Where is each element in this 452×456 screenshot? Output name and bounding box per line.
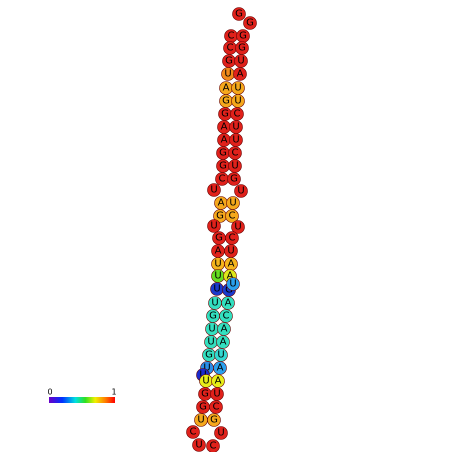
- nucleotide-label: U: [214, 259, 221, 270]
- nucleotide-label: A: [223, 83, 230, 94]
- nucleotide-label: U: [213, 389, 220, 400]
- nucleotide: [221, 296, 235, 310]
- nucleotide-label: A: [237, 69, 244, 80]
- nucleotide-label: A: [218, 198, 225, 209]
- nucleotide-label: G: [219, 161, 227, 172]
- nucleotide-label: C: [228, 31, 235, 42]
- legend-bar: [49, 397, 115, 403]
- nucleotide-label: A: [215, 246, 222, 257]
- nucleotide-label: U: [224, 69, 231, 80]
- nucleotide-label: A: [220, 337, 227, 348]
- nucleotide-label: U: [213, 284, 220, 295]
- nucleotide-label: G: [235, 9, 243, 20]
- nucleotide-label: G: [239, 31, 247, 42]
- nucleotide-label: G: [205, 350, 213, 361]
- nucleotide-label: G: [230, 174, 238, 185]
- nucleotide: [216, 335, 230, 349]
- nucleotide-label: A: [217, 363, 224, 374]
- legend-max: 1: [111, 388, 116, 397]
- nucleotide-label: U: [237, 186, 244, 197]
- nucleotide-label: C: [229, 211, 236, 222]
- nucleotide-label: A: [221, 135, 228, 146]
- nucleotide-label: C: [232, 148, 239, 159]
- nucleotide-label: U: [210, 185, 217, 196]
- nucleotide-label: U: [232, 135, 239, 146]
- nucleotide-label: U: [234, 222, 241, 233]
- nucleotide-label: G: [209, 311, 217, 322]
- nucleotide-label: U: [229, 198, 236, 209]
- nucleotide-label: U: [203, 363, 210, 374]
- nucleotide-label: C: [190, 427, 197, 438]
- nucleotide-label: U: [208, 324, 215, 335]
- nucleotide-label: U: [197, 415, 204, 426]
- nucleotide-label: G: [225, 56, 233, 67]
- nucleotide-label: U: [217, 350, 224, 361]
- nucleotide-label: U: [229, 279, 236, 290]
- nucleotide-label: U: [237, 56, 244, 67]
- nucleotide-label: U: [217, 428, 224, 439]
- nucleotide: [234, 184, 248, 198]
- nucleotide: [207, 183, 221, 197]
- nucleotide-label: A: [227, 271, 234, 282]
- legend-min: 0: [47, 388, 52, 397]
- nucleotide-label: G: [246, 18, 254, 29]
- nucleotide: [207, 413, 221, 427]
- nucleotide-label: U: [207, 337, 214, 348]
- nucleotide: [232, 7, 246, 21]
- nucleotide-label: U: [210, 221, 217, 232]
- nucleotide-label: U: [234, 83, 241, 94]
- nucleotide: [227, 172, 241, 186]
- nucleotide: [214, 426, 228, 440]
- nucleotide-label: G: [199, 402, 207, 413]
- nucleotide-label: C: [227, 43, 234, 54]
- nucleotide-label: G: [221, 109, 229, 120]
- nucleotide-label: C: [234, 109, 241, 120]
- nucleotide-label: U: [232, 122, 239, 133]
- nucleotide: [186, 425, 200, 439]
- nucleotide-label: U: [214, 271, 221, 282]
- nucleotide-label: G: [238, 43, 246, 54]
- nucleotide-label: C: [210, 441, 217, 452]
- nucleotide-label: A: [221, 324, 228, 335]
- nucleotide-label: A: [228, 259, 235, 270]
- nucleotide-label: U: [202, 376, 209, 387]
- nucleotide-label: C: [223, 311, 230, 322]
- nucleotide-label: C: [219, 174, 226, 185]
- nucleotide: [207, 219, 221, 233]
- nucleotide-label: U: [195, 440, 202, 451]
- nucleotide: [209, 400, 223, 414]
- nucleotide-label: U: [227, 246, 234, 257]
- nucleotide-label: G: [216, 211, 224, 222]
- nodes: GGC GC GG UU AA UG UG CA UA UG CG UC GU UA UG CU UG CA UU A…: [186, 7, 257, 453]
- nucleotide-label: A: [221, 122, 228, 133]
- nucleotide-label: G: [225, 285, 233, 296]
- nucleotide-label: G: [222, 96, 230, 107]
- nucleotide: [243, 16, 257, 30]
- nucleotide-label: C: [229, 233, 236, 244]
- nucleotide-label: U: [234, 96, 241, 107]
- nucleotide-label: G: [219, 148, 227, 159]
- nucleotide: [226, 277, 240, 291]
- nucleotide-label: U: [231, 161, 238, 172]
- nucleotide-label: A: [225, 298, 232, 309]
- nucleotide: [213, 361, 227, 375]
- nucleotide-label: G: [201, 389, 209, 400]
- nucleotide-label: U: [211, 298, 218, 309]
- nucleotide-label: A: [215, 376, 222, 387]
- nucleotide: [225, 209, 239, 223]
- nucleotide-label: G: [210, 415, 218, 426]
- nucleotide: [233, 67, 247, 81]
- nucleotide: [231, 220, 245, 234]
- nucleotide-label: G: [215, 233, 223, 244]
- nucleotide-label: C: [213, 402, 220, 413]
- nucleotide: [219, 309, 233, 323]
